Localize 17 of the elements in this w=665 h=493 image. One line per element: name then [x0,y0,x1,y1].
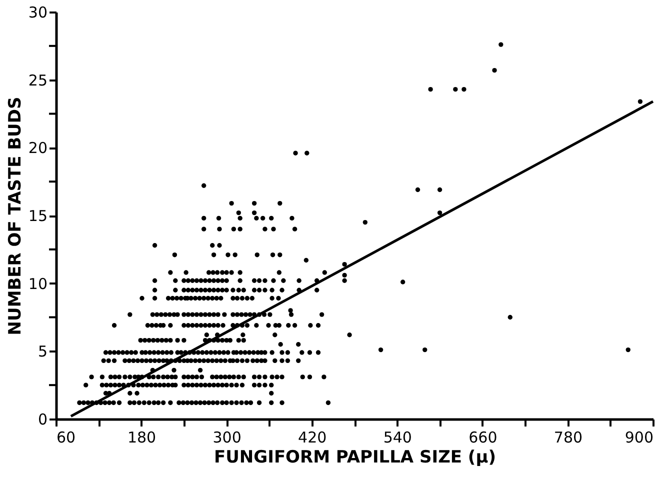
x-tick-label: 900 [624,428,654,446]
x-axis-title: FUNGIFORM PAPILLA SIZE (μ) [214,448,496,468]
x-tick-label: 180 [127,428,156,446]
y-tick-label: 25 [28,71,48,90]
x-tick-label: 660 [468,428,498,446]
y-tick-label: 20 [28,139,48,158]
x-tick-label: 60 [56,428,76,446]
x-tick-label: 780 [554,428,583,446]
y-tick-label: 10 [28,274,48,293]
y-tick-label: 5 [38,342,48,361]
y-tick-label: 0 [38,410,48,428]
y-tick-label: 15 [28,207,48,225]
y-tick-label: 30 [28,4,48,22]
x-tick-label: 420 [298,428,327,446]
x-tick-label: 300 [212,428,242,446]
x-tick-label: 540 [383,428,412,446]
y-axis-title: NUMBER OF TASTE BUDS [5,96,26,336]
